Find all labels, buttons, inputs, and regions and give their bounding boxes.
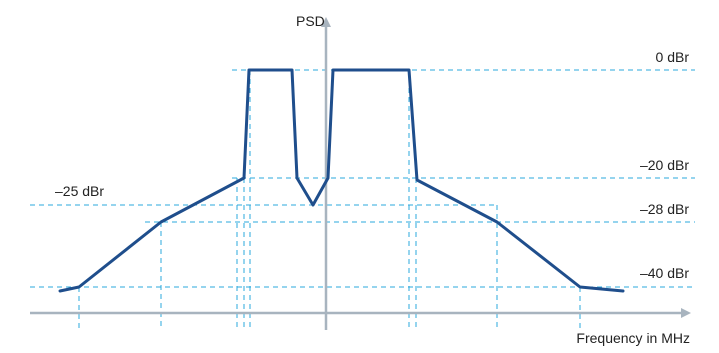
spectrum-mask-line	[58, 68, 625, 293]
y-axis-label: PSD	[296, 13, 325, 29]
level-label-0dbr: 0 dBr	[656, 49, 690, 65]
horizontal-guides	[30, 69, 695, 288]
x-axis-label: Frequency in MHz	[576, 330, 690, 346]
level-label-40dbr: –40 dBr	[640, 265, 689, 281]
level-label-25dbr: –25 dBr	[55, 183, 104, 199]
level-label-28dbr: –28 dBr	[640, 201, 689, 217]
vertical-guides	[78, 70, 581, 330]
level-label-20dbr: –20 dBr	[640, 157, 689, 173]
